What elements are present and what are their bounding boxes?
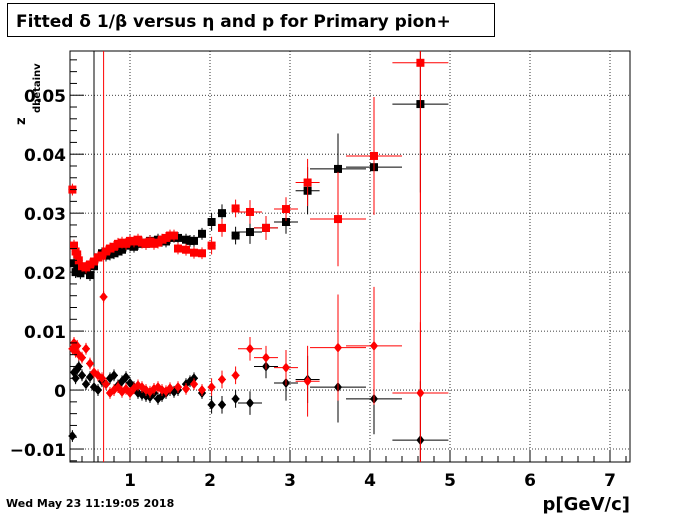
- data-point-square: [198, 229, 206, 238]
- y-tick-label: 0: [54, 382, 66, 402]
- y-axis-label: z: [14, 117, 29, 125]
- data-point-square: [118, 245, 126, 254]
- data-point-diamond: [68, 431, 77, 442]
- data-point-square: [98, 251, 106, 260]
- data-point-diamond: [231, 370, 240, 381]
- datestamp: Wed May 23 11:19:05 2018: [6, 497, 175, 510]
- data-series-group: [68, 286, 449, 462]
- data-point-diamond: [74, 361, 83, 372]
- data-point-diamond: [207, 399, 216, 410]
- data-point-diamond: [416, 388, 425, 399]
- x-tick-label: 7: [604, 471, 616, 491]
- data-point-square: [70, 259, 78, 268]
- data-point-diamond: [174, 382, 182, 393]
- data-point-square: [190, 236, 198, 245]
- data-point-diamond: [334, 342, 342, 353]
- y-tick-label: 0.05: [24, 87, 66, 107]
- data-point-diamond: [198, 385, 206, 396]
- axes: 1 2 3 4 5 6 7 −0.01 0 0.01 0.02 0.03 0.04 0.05: [10, 59, 627, 491]
- data-point-diamond: [262, 352, 270, 363]
- data-point-diamond: [218, 399, 226, 410]
- data-point-diamond: [246, 398, 254, 409]
- data-point-square: [73, 250, 82, 259]
- data-series-group: [68, 351, 449, 462]
- data-point-square: [198, 249, 206, 258]
- x-tick-label: 1: [124, 471, 136, 491]
- y-tick-label: 0.04: [24, 146, 66, 166]
- data-point-square: [174, 244, 182, 253]
- x-tick-label: 6: [524, 471, 536, 491]
- data-point-square: [70, 241, 78, 250]
- data-point-diamond: [370, 340, 378, 351]
- data-point-diamond: [218, 374, 226, 385]
- data-point-square: [282, 218, 290, 227]
- data-point-square: [282, 205, 290, 214]
- data-point-square: [246, 207, 254, 216]
- y-tick-label: 0.01: [24, 323, 66, 343]
- data-point-square: [416, 58, 425, 67]
- x-tick-label: 3: [284, 471, 296, 491]
- data-point-square: [262, 223, 270, 232]
- data-point-diamond: [82, 379, 90, 390]
- chart-title-box: Fitted δ 1/β versus η and p for Primary …: [7, 3, 495, 37]
- y-tick-label: −0.01: [10, 441, 66, 461]
- data-point-square: [303, 178, 312, 187]
- data-point-square: [218, 209, 226, 218]
- data-point-diamond: [110, 370, 118, 381]
- data-point-square: [246, 228, 254, 237]
- data-point-square: [207, 241, 216, 250]
- y-axis-label-subscript: dbetainv: [32, 63, 43, 113]
- data-point-square: [86, 271, 94, 280]
- x-tick-label: 5: [444, 471, 456, 491]
- data-point-diamond: [86, 358, 94, 369]
- data-point-square: [231, 231, 240, 240]
- data-point-square: [334, 215, 342, 224]
- plot-frame: [69, 50, 631, 463]
- x-axis-label: p[GeV/c]: [543, 494, 631, 514]
- data-point-square: [207, 218, 216, 227]
- data-point-square: [370, 151, 378, 160]
- data-series: [68, 51, 449, 462]
- data-point-diamond: [98, 373, 106, 384]
- chart-title: Fitted δ 1/β versus η and p for Primary …: [16, 12, 451, 32]
- data-point-square: [170, 231, 178, 240]
- data-point-square: [76, 269, 85, 278]
- data-point-diamond: [166, 383, 174, 394]
- y-tick-label: 0.02: [24, 264, 66, 284]
- data-point-diamond: [102, 379, 110, 390]
- data-point-square: [90, 257, 98, 266]
- data-point-square: [190, 248, 198, 257]
- data-point-diamond: [94, 385, 102, 396]
- data-point-diamond: [182, 383, 190, 394]
- data-point-diamond: [282, 362, 290, 373]
- data-point-diamond: [246, 343, 254, 354]
- data-point-diamond: [303, 376, 312, 387]
- data-point-diamond: [99, 291, 108, 302]
- data-point-diamond: [207, 382, 216, 393]
- data-point-diamond: [78, 370, 86, 381]
- data-point-diamond: [122, 372, 130, 383]
- data-point-diamond: [78, 352, 86, 363]
- data-point-square: [218, 223, 226, 232]
- data-point-diamond: [231, 393, 240, 404]
- data-point-square: [334, 164, 342, 173]
- data-point-square: [231, 204, 240, 213]
- data-point-diamond: [190, 379, 198, 390]
- data-point-square: [74, 256, 83, 265]
- x-tick-label: 4: [364, 471, 376, 491]
- data-point-diamond: [82, 343, 90, 354]
- y-tick-label: 0.03: [24, 205, 66, 225]
- x-tick-label: 2: [204, 471, 216, 491]
- data-point-square: [182, 245, 190, 254]
